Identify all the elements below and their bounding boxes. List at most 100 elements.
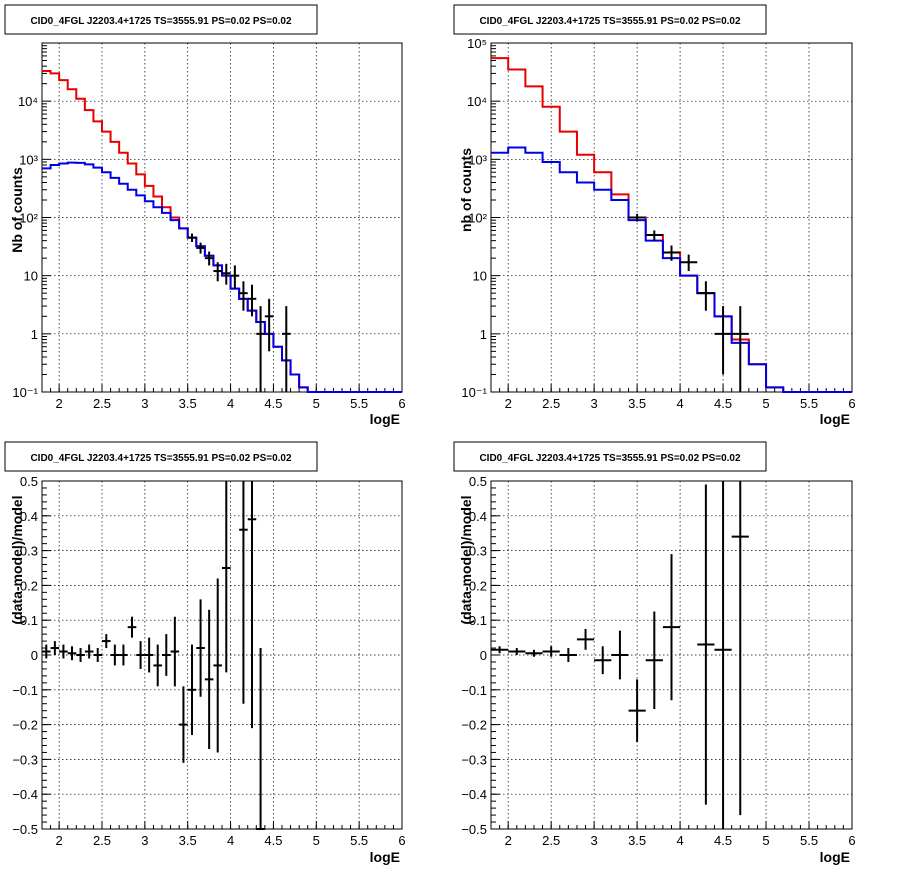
panel-3-title-box — [453, 441, 767, 472]
x-tick-label: 3 — [141, 833, 148, 848]
x-tick-label: 3.5 — [628, 833, 646, 848]
y-tick-label: −0.4 — [461, 787, 487, 802]
x-tick-label: 4.5 — [264, 396, 282, 411]
x-tick-label: 2 — [56, 833, 63, 848]
panel-3-title: CID0_4FGL J2203.4+1725 TS=3555.91 PS=0.0… — [479, 453, 741, 464]
y-tick-label: −0.1 — [461, 683, 487, 698]
panel-1-title-box — [453, 4, 767, 35]
y-tick-label: 1 — [480, 327, 487, 342]
x-tick-label: 3 — [141, 396, 148, 411]
x-tick-label: 2 — [56, 396, 63, 411]
x-tick-label: 6 — [398, 396, 405, 411]
x-tick-label: 6 — [848, 833, 855, 848]
x-tick-label: 4 — [227, 833, 234, 848]
panel-0-title-box — [4, 4, 318, 35]
panel-3-ylabel: (data-model)/model — [458, 495, 474, 624]
y-tick-label: −0.2 — [12, 718, 38, 733]
y-tick-label: 10² — [19, 211, 38, 226]
y-tick-label: −0.1 — [12, 683, 38, 698]
x-tick-label: 5 — [313, 833, 320, 848]
x-tick-label: 5.5 — [350, 833, 368, 848]
x-tick-label: 5 — [762, 396, 769, 411]
y-tick-label: −0.2 — [461, 718, 487, 733]
x-tick-label: 4.5 — [714, 396, 732, 411]
panel-0-xlabel: logE — [370, 411, 400, 427]
panel-2: CID0_4FGL J2203.4+1725 TS=3555.91 PS=0.0… — [4, 441, 406, 865]
y-tick-label: 0.1 — [469, 613, 487, 628]
x-tick-label: 2.5 — [542, 833, 560, 848]
y-tick-label: 0 — [480, 648, 487, 663]
model-series-1 — [42, 161, 402, 393]
model-series-0 — [42, 70, 402, 393]
panel-1: CID0_4FGL J2203.4+1725 TS=3555.91 PS=0.0… — [453, 4, 856, 427]
x-tick-label: 3.5 — [179, 833, 197, 848]
y-tick-label: 10⁴ — [467, 94, 487, 109]
panel-2-xlabel: logE — [370, 849, 400, 865]
y-tick-label: 10⁵ — [467, 36, 487, 51]
y-tick-label: −0.3 — [461, 752, 487, 767]
x-tick-label: 2 — [505, 396, 512, 411]
y-tick-label: −0.5 — [461, 822, 487, 837]
x-tick-label: 4.5 — [714, 833, 732, 848]
y-tick-label: 0.3 — [20, 544, 38, 559]
y-tick-label: 10² — [468, 211, 487, 226]
panel-0-title: CID0_4FGL J2203.4+1725 TS=3555.91 PS=0.0… — [30, 16, 292, 27]
y-tick-label: 0.5 — [469, 474, 487, 489]
y-tick-label: 0 — [31, 648, 38, 663]
y-tick-label: 10⁴ — [18, 94, 38, 109]
panel-1-title: CID0_4FGL J2203.4+1725 TS=3555.91 PS=0.0… — [479, 16, 741, 27]
y-tick-label: 0.1 — [20, 613, 38, 628]
y-tick-label: 0.5 — [20, 474, 38, 489]
x-tick-label: 4 — [227, 396, 234, 411]
y-tick-label: −0.3 — [12, 752, 38, 767]
plot-3: 2 2.5 3 3.5 4 4.5 5 5.5 6 −0.5 −0.4 −0.3 −0.2 −0.1 0 0.… — [461, 474, 855, 848]
x-tick-label: 5 — [313, 396, 320, 411]
x-tick-label: 5.5 — [350, 396, 368, 411]
y-tick-label: 10⁻¹ — [461, 385, 487, 400]
y-tick-label: 10 — [473, 269, 487, 284]
model-series-0 — [491, 57, 852, 393]
x-tick-label: 6 — [398, 833, 405, 848]
y-tick-label: 10⁻¹ — [12, 385, 38, 400]
x-tick-label: 3.5 — [179, 396, 197, 411]
x-tick-label: 4 — [676, 833, 683, 848]
x-tick-label: 3 — [591, 833, 598, 848]
x-tick-label: 2.5 — [93, 396, 111, 411]
panel-2-ylabel: (data-model)/model — [9, 495, 25, 624]
x-tick-label: 2.5 — [542, 396, 560, 411]
y-tick-label: 10 — [24, 269, 38, 284]
x-tick-label: 5 — [762, 833, 769, 848]
model-series-1 — [491, 146, 852, 393]
y-tick-label: 0.4 — [20, 509, 38, 524]
plot-1: 2 2.5 3 3.5 4 4.5 5 5.5 6 10⁻¹ 1 10 10² 10³ 10⁴ 10⁵ — [461, 36, 855, 411]
panel-2-title: CID0_4FGL J2203.4+1725 TS=3555.91 PS=0.0… — [30, 453, 292, 464]
y-tick-label: 0.3 — [469, 544, 487, 559]
x-tick-label: 6 — [848, 396, 855, 411]
y-tick-label: −0.4 — [12, 787, 38, 802]
panel-2-title-box — [4, 441, 318, 472]
x-tick-label: 5.5 — [800, 396, 818, 411]
panel-0: CID0_4FGL J2203.4+1725 TS=3555.91 PS=0.0… — [4, 4, 406, 427]
y-tick-label: 1 — [31, 327, 38, 342]
x-tick-label: 2 — [505, 833, 512, 848]
y-tick-label: 0.2 — [469, 578, 487, 593]
x-tick-label: 5.5 — [800, 833, 818, 848]
y-tick-label: −0.5 — [12, 822, 38, 837]
x-tick-label: 3.5 — [628, 396, 646, 411]
x-tick-label: 4 — [676, 396, 683, 411]
y-tick-label: 0.2 — [20, 578, 38, 593]
x-tick-label: 3 — [591, 396, 598, 411]
panel-3: CID0_4FGL J2203.4+1725 TS=3555.91 PS=0.0… — [453, 441, 856, 865]
plot-0: 2 2.5 3 3.5 4 4.5 5 5.5 6 10⁻¹ 1 10 10² 10³ 10⁴ — [12, 42, 406, 411]
x-tick-label: 2.5 — [93, 833, 111, 848]
panel-0-ylabel: Nb of counts — [9, 167, 25, 253]
panel-1-ylabel: nb of counts — [458, 148, 474, 232]
y-tick-label: 10³ — [468, 152, 487, 167]
y-tick-label: 10³ — [19, 152, 38, 167]
panel-3-xlabel: logE — [820, 849, 850, 865]
panel-1-xlabel: logE — [820, 411, 850, 427]
plot-2: 2 2.5 3 3.5 4 4.5 5 5.5 6 −0.5 −0.4 −0.3 −0.2 −0.1 0 0.… — [12, 474, 405, 848]
y-tick-label: 0.4 — [469, 509, 487, 524]
x-tick-label: 4.5 — [264, 833, 282, 848]
